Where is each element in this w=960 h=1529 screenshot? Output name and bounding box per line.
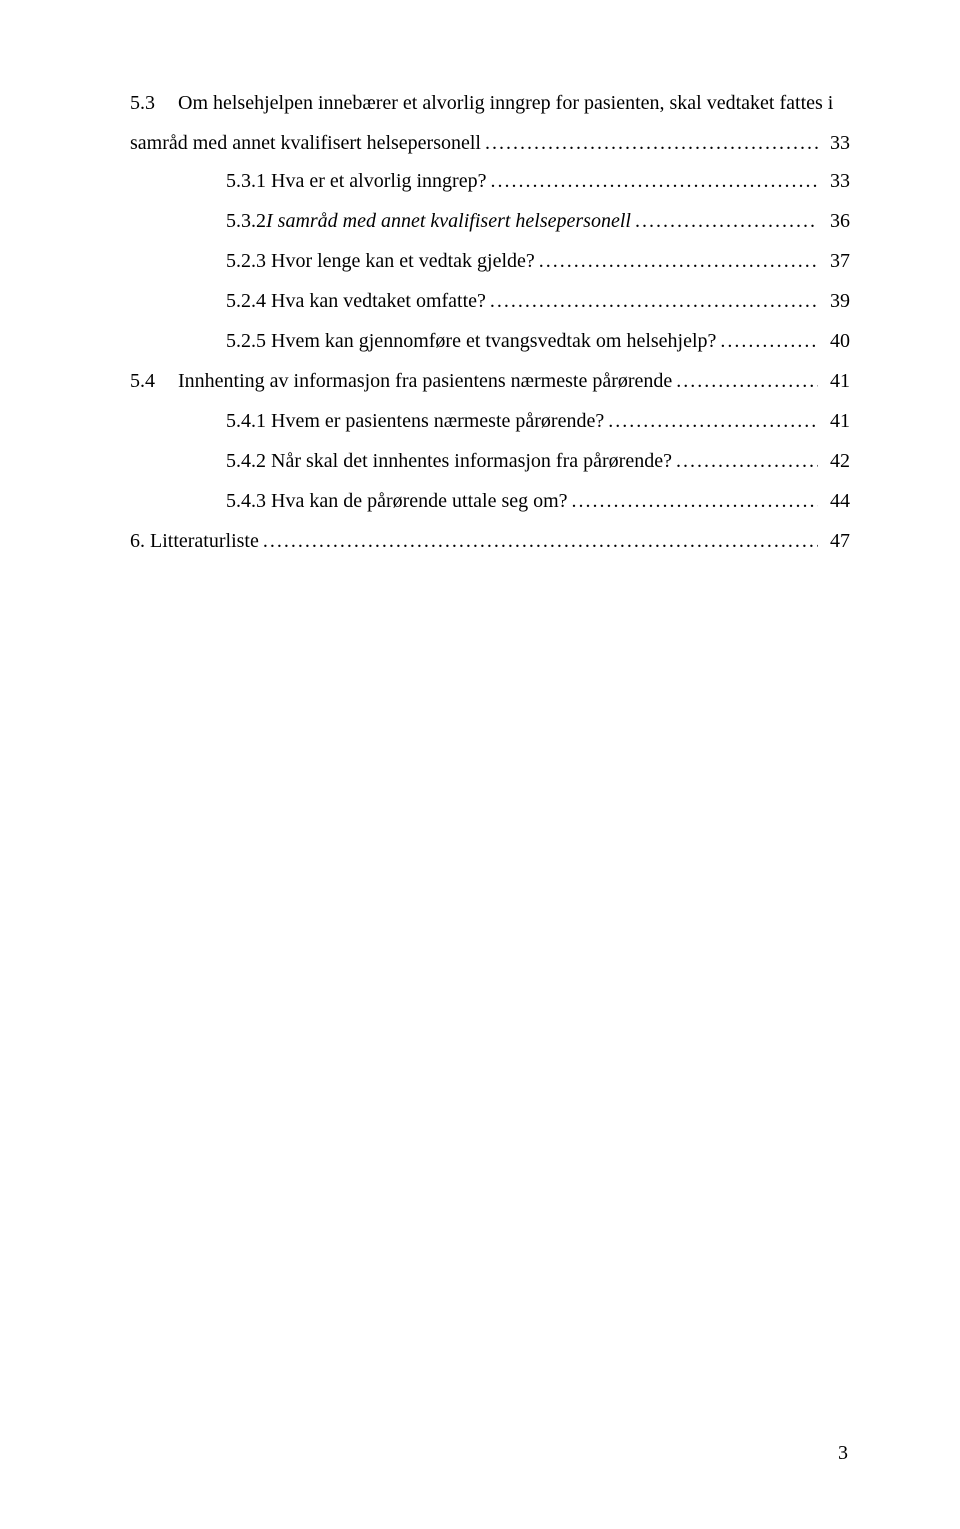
toc-entry: 5.2.3 Hvor lenge kan et vedtak gjelde? 3…: [130, 242, 850, 280]
toc-leader-dots: [676, 362, 818, 400]
toc-entry: 5.4 Innhenting av informasjon fra pasien…: [130, 362, 850, 400]
toc-label: samråd med annet kvalifisert helseperson…: [130, 124, 481, 162]
table-of-contents: 5.3 Om helsehjelpen innebærer et alvorli…: [130, 84, 850, 560]
toc-label: 5.4.2 Når skal det innhentes informasjon…: [226, 442, 672, 480]
toc-page-ref: 41: [822, 362, 850, 400]
toc-label: 5.4.1 Hvem er pasientens nærmeste pårøre…: [226, 402, 604, 440]
toc-leader-dots: [539, 242, 818, 280]
toc-label: 5.2.3 Hvor lenge kan et vedtak gjelde?: [226, 242, 535, 280]
toc-leader-dots: [490, 282, 818, 320]
toc-entry: 5.4.2 Når skal det innhentes informasjon…: [130, 442, 850, 480]
toc-page-ref: 39: [822, 282, 850, 320]
toc-label: 5.4.3 Hva kan de pårørende uttale seg om…: [226, 482, 568, 520]
toc-entry: 5.3 Om helsehjelpen innebærer et alvorli…: [130, 84, 850, 122]
toc-entry: 5.3.1 Hva er et alvorlig inngrep? 33: [130, 162, 850, 200]
toc-number: 5.3: [130, 84, 178, 122]
toc-leader-dots: [720, 322, 818, 360]
toc-entry: 5.4.1 Hvem er pasientens nærmeste pårøre…: [130, 402, 850, 440]
toc-leader-dots: [490, 162, 818, 200]
toc-label: 5.3.2I samråd med annet kvalifisert hels…: [226, 202, 631, 240]
toc-page-ref: 41: [822, 402, 850, 440]
toc-label-italic: I samråd med annet kvalifisert helsepers…: [266, 210, 631, 232]
toc-label: Innhenting av informasjon fra pasientens…: [178, 362, 672, 400]
toc-entry: 5.4.3 Hva kan de pårørende uttale seg om…: [130, 482, 850, 520]
toc-page-ref: 44: [822, 482, 850, 520]
toc-page-ref: 37: [822, 242, 850, 280]
toc-label: 5.2.4 Hva kan vedtaket omfatte?: [226, 282, 486, 320]
document-page: 5.3 Om helsehjelpen innebærer et alvorli…: [0, 0, 960, 1529]
toc-leader-dots: [608, 402, 818, 440]
toc-page-ref: 33: [822, 162, 850, 200]
toc-entry-cont: samråd med annet kvalifisert helseperson…: [130, 124, 850, 162]
toc-page-ref: 33: [822, 124, 850, 162]
toc-label: Om helsehjelpen innebærer et alvorlig in…: [178, 84, 833, 122]
toc-label: 6. Litteraturliste: [130, 522, 259, 560]
toc-leader-dots: [676, 442, 818, 480]
toc-entry: 5.2.5 Hvem kan gjennomføre et tvangsvedt…: [130, 322, 850, 360]
toc-leader-dots: [485, 124, 818, 162]
toc-page-ref: 36: [822, 202, 850, 240]
toc-leader-dots: [263, 522, 818, 560]
toc-page-ref: 42: [822, 442, 850, 480]
toc-label: 5.2.5 Hvem kan gjennomføre et tvangsvedt…: [226, 322, 716, 360]
toc-entry: 6. Litteraturliste 47: [130, 522, 850, 560]
toc-entry: 5.3.2I samråd med annet kvalifisert hels…: [130, 202, 850, 240]
toc-page-ref: 47: [822, 522, 850, 560]
toc-label: 5.3.1 Hva er et alvorlig inngrep?: [226, 162, 486, 200]
toc-leader-dots: [572, 482, 818, 520]
toc-page-ref: 40: [822, 322, 850, 360]
toc-entry: 5.2.4 Hva kan vedtaket omfatte? 39: [130, 282, 850, 320]
toc-number: 5.4: [130, 362, 178, 400]
page-number: 3: [838, 1442, 848, 1465]
toc-leader-dots: [635, 202, 818, 240]
